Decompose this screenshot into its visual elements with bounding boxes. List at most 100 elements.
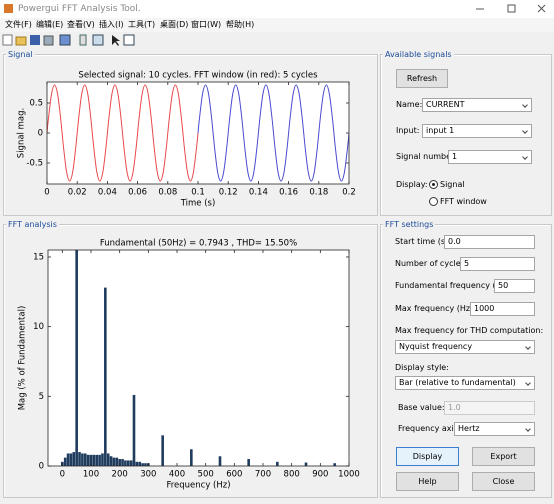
export-button[interactable]: Export bbox=[472, 447, 535, 466]
cycles-input[interactable]: 5 bbox=[460, 257, 535, 271]
refresh-button[interactable]: Refresh bbox=[396, 69, 448, 88]
x-axis-label: Frequency (Hz) bbox=[166, 481, 230, 491]
panel-title: Available signals bbox=[383, 50, 454, 60]
x-tick-label: 200 bbox=[112, 470, 128, 480]
y-tick-label: 0 bbox=[39, 462, 44, 472]
frequency-axis-select[interactable]: Hertz bbox=[454, 422, 535, 436]
bar bbox=[247, 459, 250, 466]
menu-bar bbox=[0, 18, 554, 32]
bar bbox=[89, 454, 93, 466]
menu-item[interactable]: 工具(T) bbox=[128, 20, 156, 29]
bar bbox=[72, 452, 76, 466]
menu-item[interactable]: 窗口(W) bbox=[191, 20, 222, 29]
radio-label: Signal bbox=[440, 180, 465, 189]
x-tick-label: 1000 bbox=[338, 470, 360, 480]
x-tick-label: 0.1 bbox=[191, 188, 205, 198]
y-tick-label: 10 bbox=[33, 322, 44, 332]
y-tick-label: 15 bbox=[33, 252, 44, 262]
x-tick-label: 0.08 bbox=[158, 188, 177, 198]
radio-button[interactable] bbox=[429, 197, 438, 206]
bar bbox=[95, 454, 99, 466]
signal-number-select[interactable]: 1 bbox=[448, 150, 532, 164]
bar bbox=[112, 457, 116, 466]
field-label: Max frequency for THD computation: bbox=[395, 326, 544, 335]
tool-open[interactable] bbox=[15, 36, 27, 46]
bar bbox=[333, 463, 336, 466]
start-time-input[interactable]: 0.0 bbox=[444, 235, 535, 249]
fft-panel bbox=[3, 224, 378, 498]
close-window[interactable] bbox=[537, 4, 546, 13]
field-label: Fundamental frequency (Hz): bbox=[395, 281, 512, 290]
radio-button[interactable] bbox=[429, 180, 438, 189]
bar bbox=[276, 461, 279, 466]
radio-label: FFT window bbox=[440, 197, 487, 206]
field-label: Start time (s): bbox=[395, 237, 451, 246]
bar bbox=[101, 453, 104, 466]
tool-property[interactable] bbox=[123, 34, 135, 46]
panel-title: FFT analysis bbox=[6, 220, 59, 230]
thd-frequency-select[interactable]: Nyquist frequency bbox=[395, 340, 535, 354]
max-frequency-input[interactable]: 1000 bbox=[470, 302, 535, 316]
bar bbox=[66, 453, 70, 466]
panel-title: Signal bbox=[6, 50, 35, 60]
tool-save[interactable] bbox=[30, 35, 40, 45]
help-button[interactable]: Help bbox=[396, 472, 459, 491]
x-tick-label: 0.12 bbox=[219, 188, 238, 198]
field-label: Display style: bbox=[395, 363, 449, 372]
bar bbox=[135, 461, 139, 466]
menu-item[interactable]: 文件(F) bbox=[5, 20, 32, 29]
name-select[interactable]: CURRENT bbox=[422, 98, 532, 112]
x-tick-label: 700 bbox=[255, 470, 271, 480]
title-bar bbox=[0, 0, 554, 18]
y-tick-label: 5 bbox=[39, 392, 44, 402]
bar bbox=[98, 454, 101, 466]
close-button[interactable]: Close bbox=[472, 472, 535, 491]
menu-item[interactable]: 桌面(D) bbox=[160, 20, 189, 29]
field-label: Display: bbox=[396, 180, 428, 189]
maximize[interactable] bbox=[507, 4, 516, 13]
menu-item[interactable]: 插入(I) bbox=[99, 20, 124, 29]
y-axis-label: Mag (% of Fundamental) bbox=[18, 306, 28, 411]
tool-print[interactable] bbox=[43, 35, 54, 46]
tool-print-preview[interactable] bbox=[59, 34, 71, 46]
bar bbox=[304, 462, 308, 466]
signal-line bbox=[47, 84, 199, 182]
tool-colorbar[interactable] bbox=[79, 34, 87, 46]
bar bbox=[144, 463, 147, 466]
available-signals-panel bbox=[380, 54, 552, 216]
display-button[interactable]: Display bbox=[396, 447, 459, 466]
tool-pointer[interactable] bbox=[112, 35, 120, 46]
x-tick-label: 600 bbox=[226, 470, 242, 480]
x-tick-label: 300 bbox=[140, 470, 156, 480]
x-tick-label: 900 bbox=[312, 470, 328, 480]
menu-item[interactable]: 编辑(E) bbox=[36, 20, 64, 29]
input-select[interactable]: input 1 bbox=[422, 124, 532, 138]
tool-new[interactable] bbox=[2, 34, 13, 46]
bar bbox=[218, 456, 222, 466]
tool-legend[interactable] bbox=[92, 34, 104, 46]
x-tick-label: 0.06 bbox=[128, 188, 147, 198]
fundamental-input[interactable]: 50 bbox=[494, 279, 535, 293]
field-label: Number of cycles: bbox=[395, 259, 468, 268]
app-icon bbox=[4, 4, 13, 13]
menu-item[interactable]: 查看(V) bbox=[67, 20, 95, 29]
field-label: Signal number: bbox=[396, 152, 457, 161]
bar bbox=[118, 459, 121, 466]
fft-settings-panel bbox=[380, 224, 552, 498]
menu-item[interactable]: 帮助(H) bbox=[226, 20, 255, 29]
bar bbox=[78, 452, 81, 466]
bar bbox=[92, 454, 96, 466]
y-tick-label: 0.5 bbox=[29, 99, 43, 109]
display-style-select[interactable]: Bar (relative to fundamental) bbox=[395, 376, 535, 390]
bar bbox=[115, 457, 119, 466]
x-axis-label: Time (s) bbox=[180, 199, 216, 209]
bar bbox=[83, 453, 87, 466]
plot-area bbox=[48, 250, 349, 466]
bar bbox=[138, 461, 142, 466]
field-label: Base value: bbox=[398, 403, 445, 412]
bar bbox=[132, 394, 136, 466]
bar bbox=[86, 454, 90, 466]
x-tick-label: 400 bbox=[169, 470, 185, 480]
